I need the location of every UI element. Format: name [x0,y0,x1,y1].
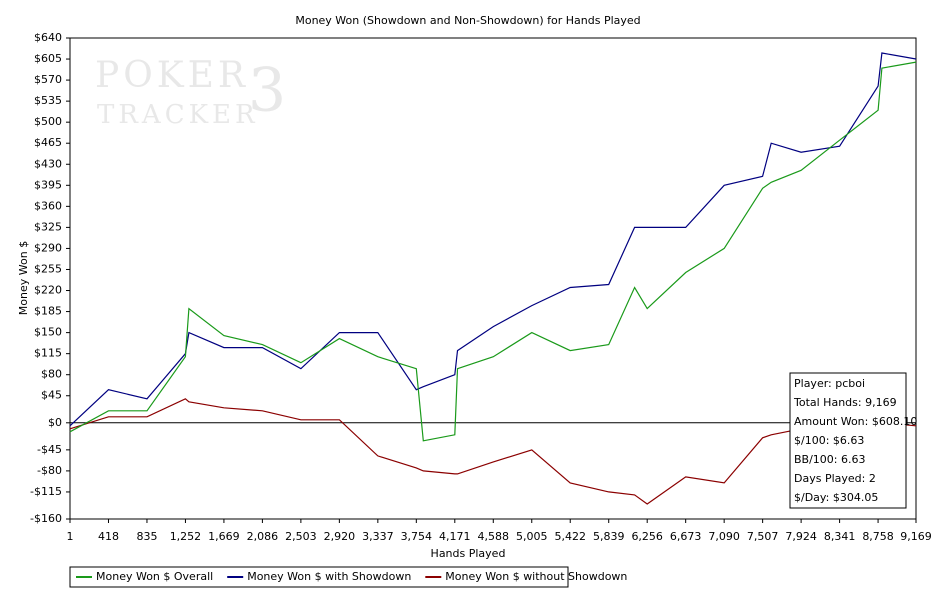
x-tick-label: 3,754 [401,530,433,543]
x-tick-label: 5,422 [554,530,586,543]
y-tick-label: $45 [41,389,62,402]
y-tick-label: $570 [34,73,62,86]
x-tick-label: 5,005 [516,530,548,543]
y-tick-label: -$160 [30,512,62,525]
series-line [69,61,917,442]
info-text: $/100: $6.63 [794,434,864,447]
info-text: BB/100: 6.63 [794,453,866,466]
info-text: Player: pcboi [794,377,865,390]
x-tick-label: 8,341 [824,530,856,543]
watermark-text: TRACKER [97,100,259,130]
watermark-text: POKER [95,55,249,96]
legend-box [69,566,569,588]
y-tick-label: $640 [34,31,62,44]
info-text: Amount Won: $608.10 [794,415,917,428]
y-tick-label: $605 [34,52,62,65]
y-tick-label: $220 [34,284,62,297]
y-tick-label: -$80 [37,464,62,477]
legend-label: Money Won $ Overall [96,570,213,583]
x-tick-label: 835 [136,530,157,543]
info-text: $/Day: $304.05 [794,491,878,504]
x-tick-label: 9,169 [900,530,932,543]
x-tick-label: 4,588 [478,530,510,543]
y-tick-label: $0 [48,416,62,429]
x-tick-label: 6,256 [631,530,663,543]
y-tick-label: $430 [34,157,62,170]
y-tick-label: $465 [34,136,62,149]
chart-title: Money Won (Showdown and Non-Showdown) fo… [295,14,640,27]
legend-label: Money Won $ without Showdown [445,570,627,583]
x-tick-label: 7,924 [785,530,817,543]
series-line [69,398,917,505]
x-tick-label: 8,758 [862,530,894,543]
x-tick-label: 4,171 [439,530,471,543]
y-tick-label: -$45 [37,443,62,456]
x-tick-label: 1,669 [208,530,240,543]
y-tick-label: $115 [34,347,62,360]
y-tick-label: $395 [34,178,62,191]
y-tick-label: $290 [34,241,62,254]
y-tick-label: $255 [34,262,62,275]
x-tick-label: 1 [67,530,74,543]
y-tick-label: $500 [34,115,62,128]
x-tick-label: 5,839 [593,530,625,543]
x-tick-label: 2,920 [324,530,356,543]
info-text: Total Hands: 9,169 [793,396,897,409]
x-tick-label: 2,086 [247,530,279,543]
x-tick-label: 7,507 [747,530,779,543]
watermark-text: 3 [248,56,290,126]
x-tick-label: 418 [98,530,119,543]
x-tick-label: 1,252 [170,530,202,543]
y-tick-label: $325 [34,220,62,233]
x-axis-label: Hands Played [431,547,506,560]
y-tick-label: $360 [34,199,62,212]
x-tick-label: 2,503 [285,530,317,543]
info-text: Days Played: 2 [794,472,876,485]
y-tick-label: $150 [34,326,62,339]
y-tick-label: $185 [34,305,62,318]
x-tick-label: 3,337 [362,530,394,543]
y-axis-label: Money Won $ [17,241,30,315]
legend-label: Money Won $ with Showdown [247,570,411,583]
series-line [69,52,917,427]
y-tick-label: $80 [41,368,62,381]
info-box [789,372,907,509]
x-tick-label: 6,673 [670,530,702,543]
x-tick-label: 7,090 [708,530,740,543]
y-tick-label: -$115 [30,485,62,498]
y-tick-label: $535 [34,94,62,107]
